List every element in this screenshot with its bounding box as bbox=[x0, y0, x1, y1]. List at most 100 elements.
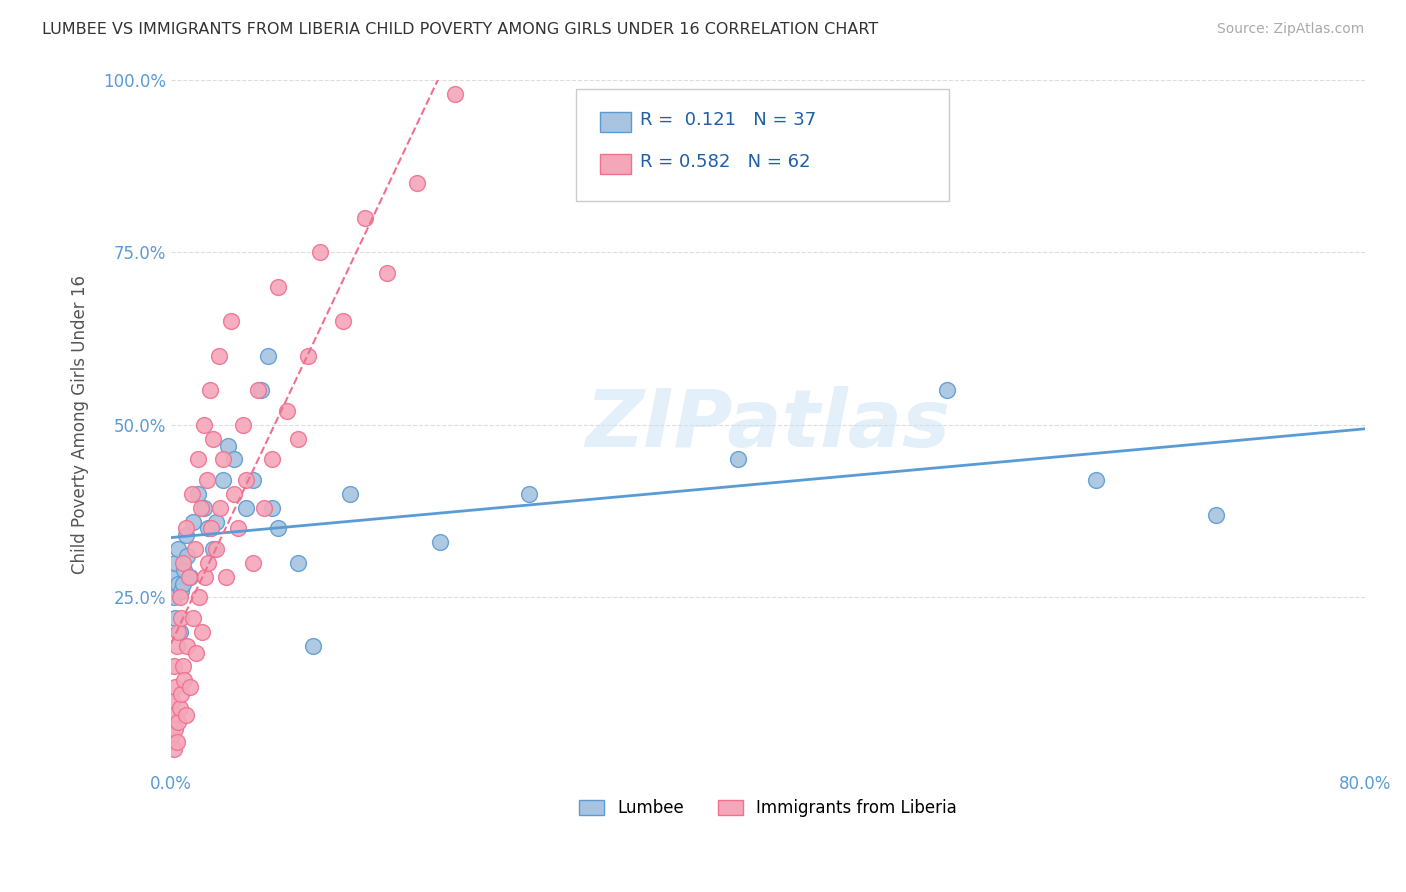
Point bbox=[217, 439, 239, 453]
Point bbox=[167, 714, 190, 729]
Point bbox=[249, 384, 271, 398]
Point bbox=[169, 625, 191, 640]
Y-axis label: Child Poverty Among Girls Under 16: Child Poverty Among Girls Under 16 bbox=[72, 276, 89, 574]
Point bbox=[517, 487, 540, 501]
Point bbox=[179, 570, 201, 584]
Point bbox=[212, 473, 235, 487]
Point bbox=[183, 515, 205, 529]
Point bbox=[232, 417, 254, 432]
Point bbox=[301, 639, 323, 653]
Point bbox=[169, 701, 191, 715]
Point bbox=[194, 570, 217, 584]
Point bbox=[267, 521, 290, 535]
Point bbox=[226, 521, 249, 535]
Point bbox=[193, 417, 215, 432]
Point bbox=[297, 349, 319, 363]
Point bbox=[262, 500, 284, 515]
Point bbox=[204, 542, 226, 557]
Point bbox=[170, 687, 193, 701]
Point bbox=[209, 500, 232, 515]
Point bbox=[174, 521, 197, 535]
Point bbox=[183, 611, 205, 625]
Point bbox=[246, 384, 269, 398]
Point bbox=[162, 729, 184, 743]
Point bbox=[190, 500, 212, 515]
Point bbox=[377, 266, 399, 280]
Point bbox=[204, 515, 226, 529]
Point bbox=[222, 452, 245, 467]
Point bbox=[208, 349, 231, 363]
Point bbox=[276, 404, 298, 418]
Point bbox=[201, 432, 224, 446]
Point bbox=[201, 542, 224, 557]
Point bbox=[167, 625, 190, 640]
Point bbox=[165, 680, 187, 694]
Point bbox=[166, 639, 188, 653]
Point bbox=[163, 659, 186, 673]
Point bbox=[242, 556, 264, 570]
Point bbox=[165, 722, 187, 736]
Point bbox=[197, 521, 219, 535]
Point bbox=[443, 87, 465, 101]
Point bbox=[191, 625, 214, 640]
Point bbox=[252, 500, 274, 515]
Point bbox=[176, 639, 198, 653]
Point bbox=[193, 500, 215, 515]
Text: R = 0.582   N = 62: R = 0.582 N = 62 bbox=[640, 153, 810, 171]
Point bbox=[198, 384, 221, 398]
Point bbox=[170, 611, 193, 625]
Point bbox=[166, 735, 188, 749]
Point bbox=[184, 542, 207, 557]
Point bbox=[187, 487, 209, 501]
Point bbox=[222, 487, 245, 501]
Point bbox=[1085, 473, 1108, 487]
Point bbox=[170, 583, 193, 598]
Legend: Lumbee, Immigrants from Liberia: Lumbee, Immigrants from Liberia bbox=[572, 792, 963, 824]
Point bbox=[172, 576, 194, 591]
Point bbox=[354, 211, 377, 225]
Point bbox=[174, 707, 197, 722]
Point bbox=[309, 245, 332, 260]
Point bbox=[212, 452, 235, 467]
Text: R =  0.121   N = 37: R = 0.121 N = 37 bbox=[640, 112, 815, 129]
Point bbox=[186, 646, 208, 660]
Point bbox=[262, 452, 284, 467]
Point bbox=[172, 659, 194, 673]
Point bbox=[200, 521, 222, 535]
Point bbox=[332, 314, 354, 328]
Point bbox=[257, 349, 280, 363]
Point bbox=[429, 535, 451, 549]
Point bbox=[174, 528, 197, 542]
Point bbox=[176, 549, 198, 563]
Text: LUMBEE VS IMMIGRANTS FROM LIBERIA CHILD POVERTY AMONG GIRLS UNDER 16 CORRELATION: LUMBEE VS IMMIGRANTS FROM LIBERIA CHILD … bbox=[42, 22, 879, 37]
Point bbox=[172, 556, 194, 570]
Point bbox=[165, 611, 187, 625]
Point bbox=[163, 742, 186, 756]
Point bbox=[727, 452, 749, 467]
Point bbox=[162, 570, 184, 584]
Point bbox=[177, 570, 200, 584]
Point bbox=[187, 452, 209, 467]
Point bbox=[165, 556, 187, 570]
Point bbox=[195, 473, 218, 487]
Point bbox=[339, 487, 361, 501]
Point bbox=[235, 473, 257, 487]
Point bbox=[287, 556, 309, 570]
Point bbox=[167, 576, 190, 591]
Point bbox=[936, 384, 959, 398]
Point bbox=[162, 694, 184, 708]
Point bbox=[406, 177, 429, 191]
Point bbox=[173, 673, 195, 688]
Point bbox=[242, 473, 264, 487]
Point bbox=[163, 707, 186, 722]
Point bbox=[167, 542, 190, 557]
Point bbox=[1205, 508, 1227, 522]
Point bbox=[215, 570, 238, 584]
Point bbox=[188, 591, 211, 605]
Text: ZIPatlas: ZIPatlas bbox=[585, 386, 950, 464]
Point bbox=[219, 314, 242, 328]
Text: Source: ZipAtlas.com: Source: ZipAtlas.com bbox=[1216, 22, 1364, 37]
Point bbox=[169, 591, 191, 605]
Point bbox=[173, 563, 195, 577]
Point bbox=[163, 591, 186, 605]
